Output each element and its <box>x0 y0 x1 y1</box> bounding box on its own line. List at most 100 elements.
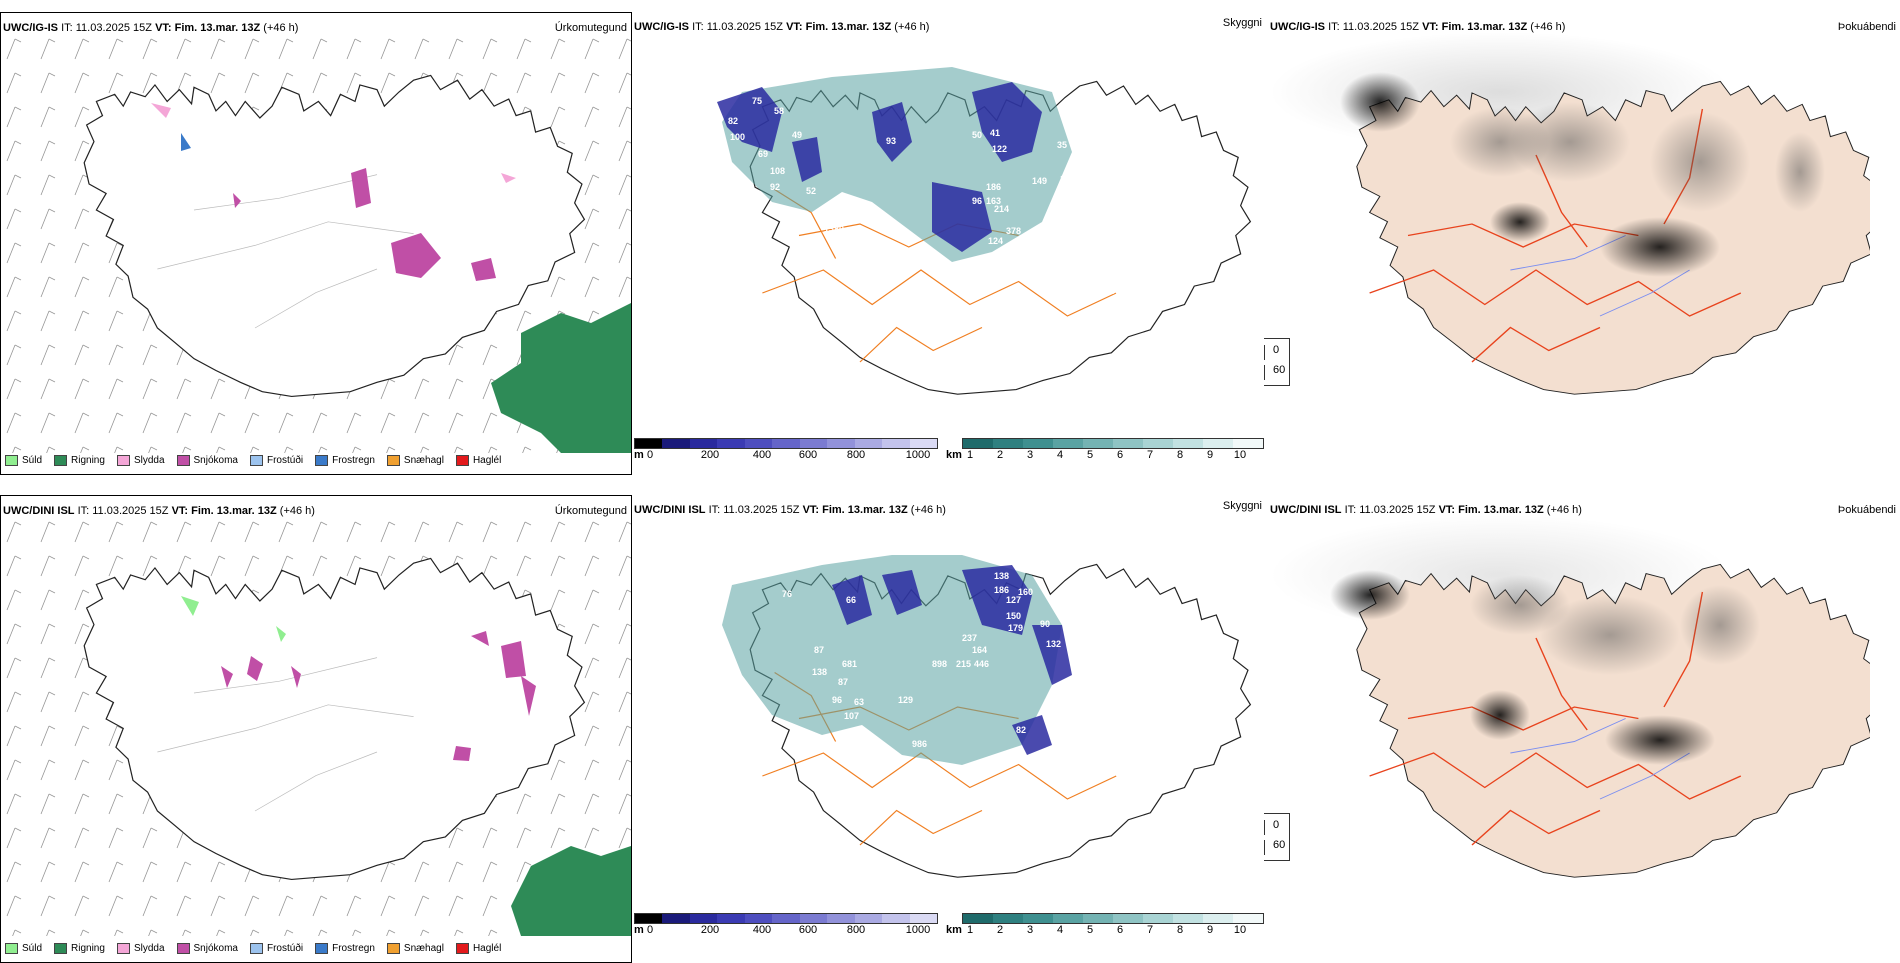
fog-panel: UWC/DINI ISL IT: 11.03.2025 15Z VT: Fim.… <box>1264 495 1900 950</box>
svg-text:107: 107 <box>1060 174 1075 184</box>
fog-legend: 0 60 <box>1264 338 1290 386</box>
svg-text:66: 66 <box>846 595 856 605</box>
legend-item: Snæhagl <box>386 943 444 954</box>
svg-text:49: 49 <box>792 130 802 140</box>
visibility-colorbar-labels: km 1 2 3 4 5 6 7 8 9 10 <box>946 449 1247 461</box>
svg-text:93: 93 <box>1122 174 1132 184</box>
svg-text:132: 132 <box>1046 639 1061 649</box>
legend-item: Rigning <box>54 943 105 954</box>
visibility-panel: UWC/IG-IS IT: 11.03.2025 15Z VT: Fim. 13… <box>632 12 1264 475</box>
visibility-title: Skyggni <box>1222 500 1262 512</box>
svg-text:58: 58 <box>774 106 784 116</box>
svg-text:63: 63 <box>854 697 864 707</box>
fog-legend: 0 60 <box>1264 813 1290 861</box>
precip-legend: Súld Rigning Slydda Snjókoma Frostúði Fr… <box>5 455 501 466</box>
svg-text:179: 179 <box>1008 623 1023 633</box>
svg-text:112: 112 <box>1088 274 1103 284</box>
panel-title: UWC/IG-IS IT: 11.03.2025 15Z VT: Fim. 13… <box>3 22 299 34</box>
fog-panel: UWC/IG-IS IT: 11.03.2025 15Z VT: Fim. 13… <box>1264 12 1900 475</box>
vis-labels: 75 58 82 100 49 69 108 92 93 1380 52 96 … <box>728 96 1132 298</box>
svg-text:23: 23 <box>1068 216 1078 226</box>
rain-area <box>491 303 631 453</box>
fog-title: Þokuábendi <box>1837 21 1896 33</box>
svg-text:446: 446 <box>974 659 989 669</box>
svg-text:82: 82 <box>728 116 738 126</box>
fog-map <box>1270 515 1870 878</box>
svg-text:127: 127 <box>1006 595 1021 605</box>
legend-item: Slydda <box>116 455 165 466</box>
svg-text:92: 92 <box>770 182 780 192</box>
legend-item: Súld <box>5 455 42 466</box>
svg-text:107: 107 <box>844 711 859 721</box>
svg-text:96: 96 <box>972 196 982 206</box>
svg-text:89: 89 <box>998 260 1008 270</box>
svg-text:124: 124 <box>988 236 1003 246</box>
svg-text:76: 76 <box>782 589 792 599</box>
svg-text:90: 90 <box>1040 619 1050 629</box>
svg-text:108: 108 <box>770 166 785 176</box>
legend-item: Haglél <box>455 943 501 954</box>
elevation-colorbar-labels: m 0 200 400 600 800 1000 <box>634 924 931 936</box>
legend-item: Haglél <box>455 455 501 466</box>
forecast-row-top: UWC/IG-IS IT: 11.03.2025 15Z VT: Fim. 13… <box>0 0 1900 475</box>
svg-text:149: 149 <box>1032 176 1047 186</box>
legend-item: Frostregn <box>315 943 375 954</box>
svg-text:129: 129 <box>898 695 913 705</box>
svg-text:87: 87 <box>814 645 824 655</box>
precip-type-panel: UWC/DINI ISL IT: 11.03.2025 15Z VT: Fim.… <box>0 495 632 963</box>
precip-legend: Súld Rigning Slydda Snjókoma Frostúði Fr… <box>5 943 501 954</box>
svg-text:118: 118 <box>1074 276 1089 286</box>
svg-text:681: 681 <box>842 659 857 669</box>
svg-text:122: 122 <box>992 144 1007 154</box>
visibility-map: 76 66 87 138 681 87 96 63 107 129 898 21… <box>722 555 1252 878</box>
svg-text:69: 69 <box>758 149 768 159</box>
svg-text:12: 12 <box>1044 697 1054 707</box>
svg-text:898: 898 <box>932 659 947 669</box>
legend-item: Slydda <box>116 943 165 954</box>
svg-text:50: 50 <box>972 130 982 140</box>
legend-item: Súld <box>5 943 42 954</box>
svg-text:52: 52 <box>806 186 816 196</box>
legend-item: Frostregn <box>315 455 375 466</box>
visibility-colorbar-labels: km 1 2 3 4 5 6 7 8 9 10 <box>946 924 1247 936</box>
svg-text:93: 93 <box>886 136 896 146</box>
precip-map <box>1 33 631 453</box>
svg-text:138: 138 <box>994 571 1009 581</box>
elevation-colorbar-labels: m 0 200 400 600 800 1000 <box>634 449 931 461</box>
visibility-colorbar <box>962 913 1264 924</box>
svg-text:1380: 1380 <box>824 224 844 234</box>
precip-title: Úrkomutegund <box>554 22 627 34</box>
elevation-colorbar <box>634 913 938 924</box>
vis-labels: 76 66 87 138 681 87 96 63 107 129 898 21… <box>782 571 1061 749</box>
legend-item: Snjókoma <box>176 455 238 466</box>
svg-text:75: 75 <box>752 96 762 106</box>
svg-text:93: 93 <box>1114 192 1124 202</box>
visibility-map: 75 58 82 100 49 69 108 92 93 1380 52 96 … <box>717 67 1252 395</box>
svg-text:102: 102 <box>1096 132 1111 142</box>
legend-item: Snjókoma <box>176 943 238 954</box>
svg-text:164: 164 <box>972 645 987 655</box>
svg-text:61: 61 <box>1110 156 1120 166</box>
svg-text:214: 214 <box>994 204 1009 214</box>
svg-text:138: 138 <box>812 667 827 677</box>
svg-text:219: 219 <box>1068 196 1083 206</box>
svg-text:163: 163 <box>986 196 1001 206</box>
panel-title: UWC/DINI ISL IT: 11.03.2025 15Z VT: Fim.… <box>634 504 946 516</box>
svg-text:100: 100 <box>730 132 745 142</box>
svg-text:215: 215 <box>956 659 971 669</box>
panel-title: UWC/DINI ISL IT: 11.03.2025 15Z VT: Fim.… <box>3 505 315 517</box>
precip-map <box>1 516 631 936</box>
legend-item: Snæhagl <box>386 455 444 466</box>
svg-text:35: 35 <box>1057 140 1067 150</box>
elevation-colorbar <box>634 438 938 449</box>
svg-text:186: 186 <box>994 585 1009 595</box>
visibility-colorbar <box>962 438 1264 449</box>
fog-map <box>1270 32 1870 395</box>
panel-title: UWC/DINI ISL IT: 11.03.2025 15Z VT: Fim.… <box>1270 504 1582 516</box>
svg-text:150: 150 <box>1006 611 1021 621</box>
svg-text:378: 378 <box>1006 226 1021 236</box>
svg-text:142: 142 <box>1022 274 1037 284</box>
svg-text:160: 160 <box>1018 587 1033 597</box>
svg-text:197: 197 <box>1024 242 1039 252</box>
fog-title: Þokuábendi <box>1837 504 1896 516</box>
